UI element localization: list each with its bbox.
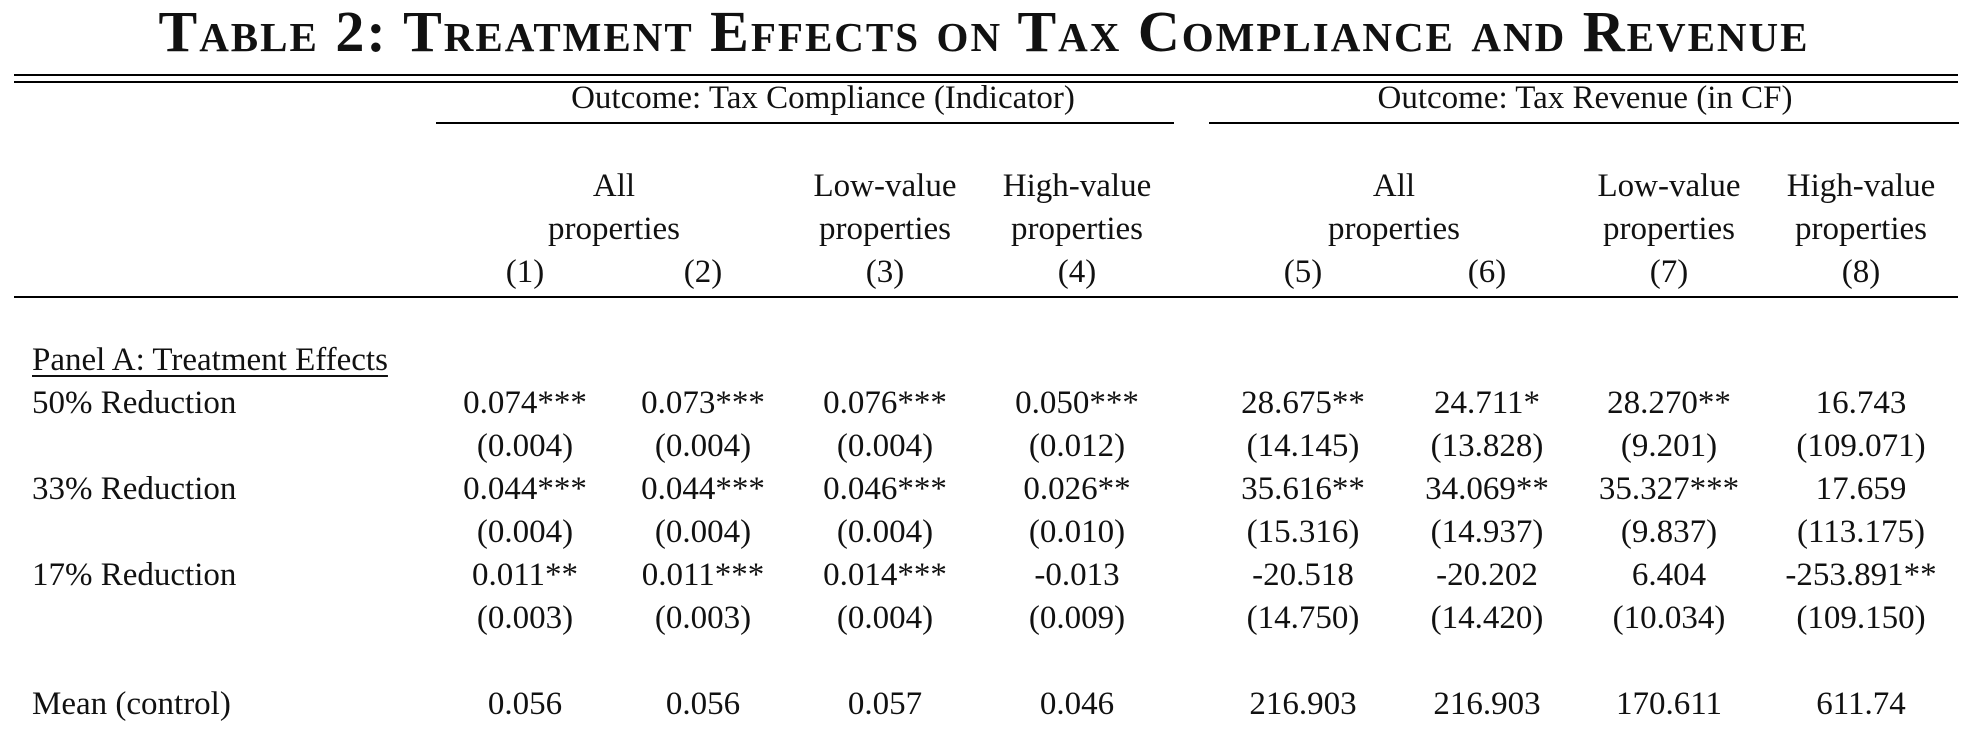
coef-17-1: 0.011**	[471, 557, 579, 593]
group-header-revenue: Outcome: Tax Revenue (in CF)	[1377, 80, 1793, 116]
col-number-8: (8)	[1841, 254, 1881, 290]
mean-value-3: 0.057	[847, 686, 923, 722]
header-bottom-rule	[14, 296, 1958, 298]
top-rule-2	[14, 81, 1958, 83]
col-header-all-bottom-1: properties	[548, 211, 680, 247]
coef-50-6: 24.711*	[1433, 385, 1541, 421]
table-title: Table 2: Treatment Effects on Tax Compli…	[158, 0, 1810, 64]
coef-50-3: 0.076***	[823, 385, 947, 421]
coef-50-8: 16.743	[1815, 385, 1907, 421]
coef-50-4: 0.050***	[1015, 385, 1139, 421]
col-number-1: (1)	[505, 254, 545, 290]
mean-value-7: 170.611	[1615, 686, 1723, 722]
se-50-3: (0.004)	[836, 428, 934, 464]
row-label-17: 17% Reduction	[32, 557, 237, 593]
col-number-7: (7)	[1649, 254, 1689, 290]
col-number-2: (2)	[683, 254, 723, 290]
se-50-5: (14.145)	[1246, 428, 1360, 464]
coef-50-5: 28.675**	[1241, 385, 1365, 421]
col-number-6: (6)	[1467, 254, 1507, 290]
coef-17-7: 6.404	[1631, 557, 1707, 593]
se-17-3: (0.004)	[836, 600, 934, 636]
coef-33-3: 0.046***	[823, 471, 947, 507]
coef-33-4: 0.026**	[1023, 471, 1131, 507]
se-17-4: (0.009)	[1028, 600, 1126, 636]
col-header-high-top-2: High-value	[1786, 168, 1936, 204]
col-number-4: (4)	[1057, 254, 1097, 290]
se-17-6: (14.420)	[1430, 600, 1544, 636]
coef-17-2: 0.011***	[641, 557, 765, 593]
coef-33-2: 0.044***	[641, 471, 765, 507]
row-label-50: 50% Reduction	[32, 385, 237, 421]
coef-33-8: 17.659	[1815, 471, 1907, 507]
se-50-6: (13.828)	[1430, 428, 1544, 464]
coef-17-4: -0.013	[1034, 557, 1120, 593]
coef-17-6: -20.202	[1436, 557, 1538, 593]
col-header-all-top-1: All	[592, 168, 636, 204]
coef-17-3: 0.014***	[823, 557, 947, 593]
col-header-low-bottom-2: properties	[1603, 211, 1735, 247]
col-header-all-bottom-2: properties	[1328, 211, 1460, 247]
se-33-5: (15.316)	[1246, 514, 1360, 550]
col-header-high-bottom-1: properties	[1011, 211, 1143, 247]
row-label-33: 33% Reduction	[32, 471, 237, 507]
se-17-7: (10.034)	[1612, 600, 1726, 636]
mean-value-8: 611.74	[1816, 686, 1906, 722]
se-17-8: (109.150)	[1796, 600, 1926, 636]
col-header-high-bottom-2: properties	[1795, 211, 1927, 247]
se-33-8: (113.175)	[1796, 514, 1926, 550]
se-50-7: (9.201)	[1620, 428, 1718, 464]
se-50-4: (0.012)	[1028, 428, 1126, 464]
se-17-1: (0.003)	[476, 600, 574, 636]
coef-17-8: -253.891**	[1785, 557, 1937, 593]
top-rule-1	[14, 74, 1958, 76]
group-rule-compliance	[436, 122, 1174, 124]
col-header-low-top-2: Low-value	[1597, 168, 1741, 204]
coef-33-7: 35.327***	[1598, 471, 1740, 507]
coef-50-1: 0.074***	[463, 385, 587, 421]
col-header-low-top-1: Low-value	[813, 168, 957, 204]
coef-33-1: 0.044***	[463, 471, 587, 507]
mean-control-label: Mean (control)	[32, 686, 231, 722]
coef-50-2: 0.073***	[641, 385, 765, 421]
mean-value-4: 0.046	[1039, 686, 1115, 722]
se-33-1: (0.004)	[476, 514, 574, 550]
group-header-compliance: Outcome: Tax Compliance (Indicator)	[571, 80, 1075, 116]
se-50-2: (0.004)	[654, 428, 752, 464]
mean-value-5: 216.903	[1249, 686, 1357, 722]
coef-17-5: -20.518	[1252, 557, 1354, 593]
group-rule-revenue	[1209, 122, 1959, 124]
se-17-5: (14.750)	[1246, 600, 1360, 636]
col-header-high-top-1: High-value	[1002, 168, 1152, 204]
coef-33-6: 34.069**	[1425, 471, 1549, 507]
se-50-8: (109.071)	[1796, 428, 1926, 464]
col-number-5: (5)	[1283, 254, 1323, 290]
se-33-3: (0.004)	[836, 514, 934, 550]
se-17-2: (0.003)	[654, 600, 752, 636]
coef-33-5: 35.616**	[1241, 471, 1365, 507]
col-header-low-bottom-1: properties	[819, 211, 951, 247]
se-33-2: (0.004)	[654, 514, 752, 550]
col-number-3: (3)	[865, 254, 905, 290]
coef-50-7: 28.270**	[1607, 385, 1731, 421]
se-50-1: (0.004)	[476, 428, 574, 464]
mean-value-1: 0.056	[487, 686, 563, 722]
panel-a-heading: Panel A: Treatment Effects	[32, 342, 388, 378]
mean-value-2: 0.056	[665, 686, 741, 722]
col-header-all-top-2: All	[1372, 168, 1416, 204]
se-33-6: (14.937)	[1430, 514, 1544, 550]
se-33-7: (9.837)	[1620, 514, 1718, 550]
mean-value-6: 216.903	[1433, 686, 1541, 722]
se-33-4: (0.010)	[1028, 514, 1126, 550]
